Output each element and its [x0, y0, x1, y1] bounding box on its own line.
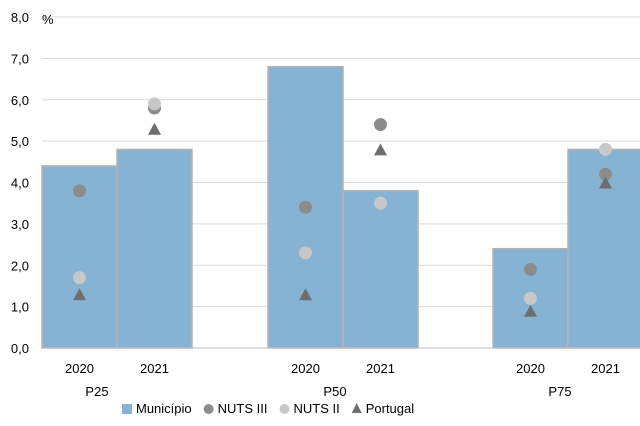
legend-label: Município: [136, 401, 192, 416]
marker-nuts-ii: [599, 142, 612, 156]
marker-portugal: [524, 304, 537, 317]
marker-nuts-ii: [73, 271, 86, 285]
x-tick-label: 2020: [65, 361, 94, 376]
legend-swatch-triangle: [351, 403, 362, 413]
marker-nuts-iii: [73, 184, 86, 198]
x-tick-label: 2021: [591, 361, 620, 376]
legend-label: NUTS III: [218, 401, 268, 416]
x-tick-label: 2020: [291, 361, 320, 376]
x-tick-label: 2021: [366, 361, 395, 376]
legend-swatch-bar: [122, 404, 132, 414]
x-tick-label: 2021: [140, 361, 169, 376]
y-tick-label: 3,0: [11, 217, 29, 232]
marker-nuts-iii: [374, 118, 387, 132]
bars: [41, 65, 640, 349]
marker-nuts-ii: [299, 246, 312, 260]
group-label: P25: [85, 384, 108, 399]
legend: Município NUTS III NUTS II Portugal: [122, 401, 414, 416]
group-label: P50: [323, 384, 346, 399]
marker-portugal: [73, 288, 86, 301]
bar: [342, 190, 419, 349]
y-tick-label: 2,0: [11, 258, 29, 273]
marker-nuts-iii: [599, 167, 612, 181]
y-tick-label: 8,0: [11, 10, 29, 25]
marker-nuts-ii: [524, 291, 537, 305]
axes: 0,0 1,0 2,0 3,0 4,0 5,0 6,0 7,0 8,0 2020 2021 P25 20…: [11, 10, 640, 399]
group-label: P75: [548, 384, 571, 399]
legend-label: Portugal: [366, 401, 415, 416]
marker-nuts-iii: [524, 262, 537, 276]
marker-portugal: [599, 176, 612, 189]
marker-portugal: [148, 122, 161, 135]
y-tick-label: 7,0: [11, 51, 29, 66]
y-axis-unit: %: [42, 12, 54, 27]
marker-nuts-ii: [374, 196, 387, 210]
marker-nuts-ii: [148, 97, 161, 111]
marker-nuts-iii: [299, 200, 312, 214]
bar: [116, 148, 193, 349]
x-tick-label: 2020: [516, 361, 545, 376]
y-tick-label: 0,0: [11, 341, 29, 356]
legend-label: NUTS II: [293, 401, 339, 416]
marker-portugal: [299, 288, 312, 301]
y-tick-label: 5,0: [11, 134, 29, 149]
y-tick-label: 1,0: [11, 300, 29, 315]
y-tick-label: 6,0: [11, 93, 29, 108]
legend-swatch-circle: [203, 404, 214, 414]
marker-portugal: [374, 143, 387, 156]
y-tick-label: 4,0: [11, 176, 29, 191]
markers: [73, 97, 612, 317]
legend-swatch-circle: [279, 404, 290, 414]
